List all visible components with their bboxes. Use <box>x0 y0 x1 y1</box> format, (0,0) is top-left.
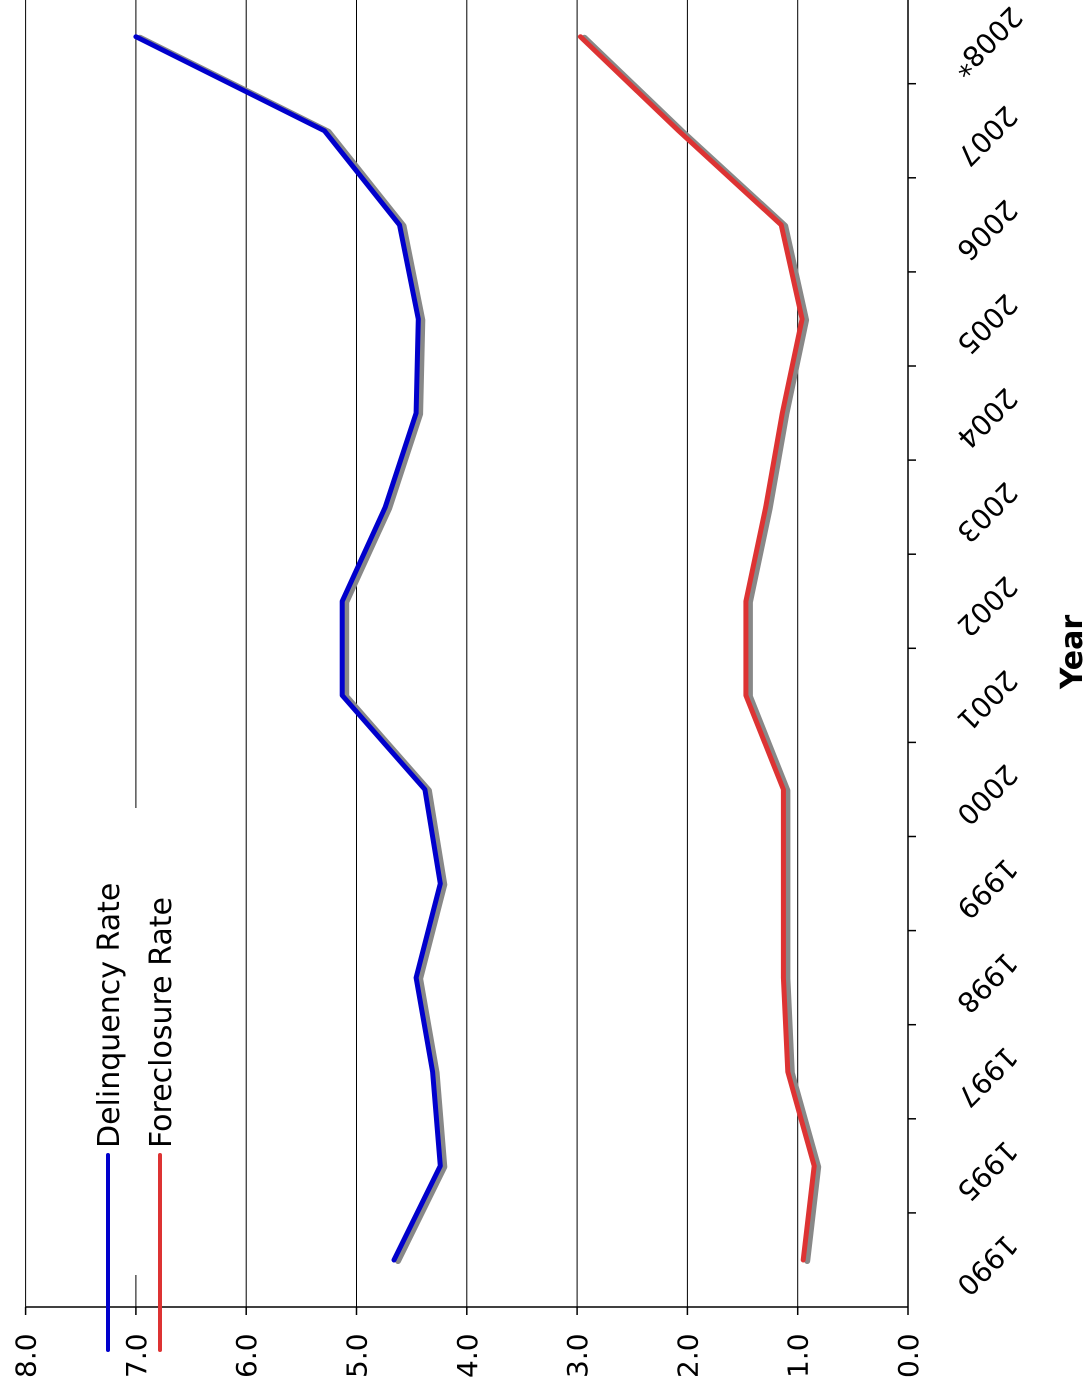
value-tick-label: 4.0 <box>451 1333 484 1378</box>
year-tick-label: 1990 <box>950 1228 1024 1302</box>
axes <box>24 0 916 1315</box>
gridlines <box>25 0 799 1307</box>
value-tick-label: 8.0 <box>10 1333 43 1378</box>
series-shadow <box>581 34 822 1264</box>
value-tick-label: 3.0 <box>561 1333 594 1378</box>
year-tick-label: 2001 <box>950 664 1024 738</box>
year-tick-label: 1998 <box>950 946 1024 1020</box>
value-tick-label: 1.0 <box>782 1333 815 1378</box>
year-tick-label: 2006 <box>950 193 1024 267</box>
series-line-1 <box>577 34 817 1263</box>
value-tick-label: 6.0 <box>230 1333 263 1378</box>
year-tick-label: 1995 <box>950 1134 1024 1208</box>
series-line-0 <box>133 34 443 1263</box>
year-tick-label: 1999 <box>950 852 1024 926</box>
value-tick-label: 2.0 <box>671 1333 704 1378</box>
value-tick-label: 0.0 <box>892 1333 925 1378</box>
year-tick-label: 2000 <box>950 758 1024 832</box>
legend-label: Delinquency Rate <box>92 883 127 1148</box>
legend-label: Foreclosure Rate <box>144 897 179 1148</box>
legend: Delinquency Rate Foreclosure Rate <box>92 883 179 1352</box>
x-axis-title: Year <box>1055 615 1088 691</box>
year-tick-label: 2004 <box>950 381 1024 455</box>
year-tick-label: 2003 <box>950 475 1024 549</box>
value-tick-labels: 0.0 1.0 2.0 3.0 4.0 5.0 6.0 7.0 8.0 <box>10 1333 925 1378</box>
year-tick-label: 2005 <box>950 287 1024 361</box>
value-tick-label: 5.0 <box>341 1333 374 1378</box>
year-tick-label: 2007 <box>950 99 1024 173</box>
series-shadow <box>136 34 448 1264</box>
value-tick-label: 7.0 <box>120 1333 153 1378</box>
year-tick-labels: 1990 1995 1997 1998 1999 2000 2001 2002 2003 2004… <box>945 0 1029 1302</box>
year-tick-label: 2008* <box>945 0 1029 84</box>
year-tick-label: 1997 <box>950 1040 1024 1114</box>
series-lines <box>133 34 822 1264</box>
year-tick-label: 2002 <box>950 569 1024 643</box>
